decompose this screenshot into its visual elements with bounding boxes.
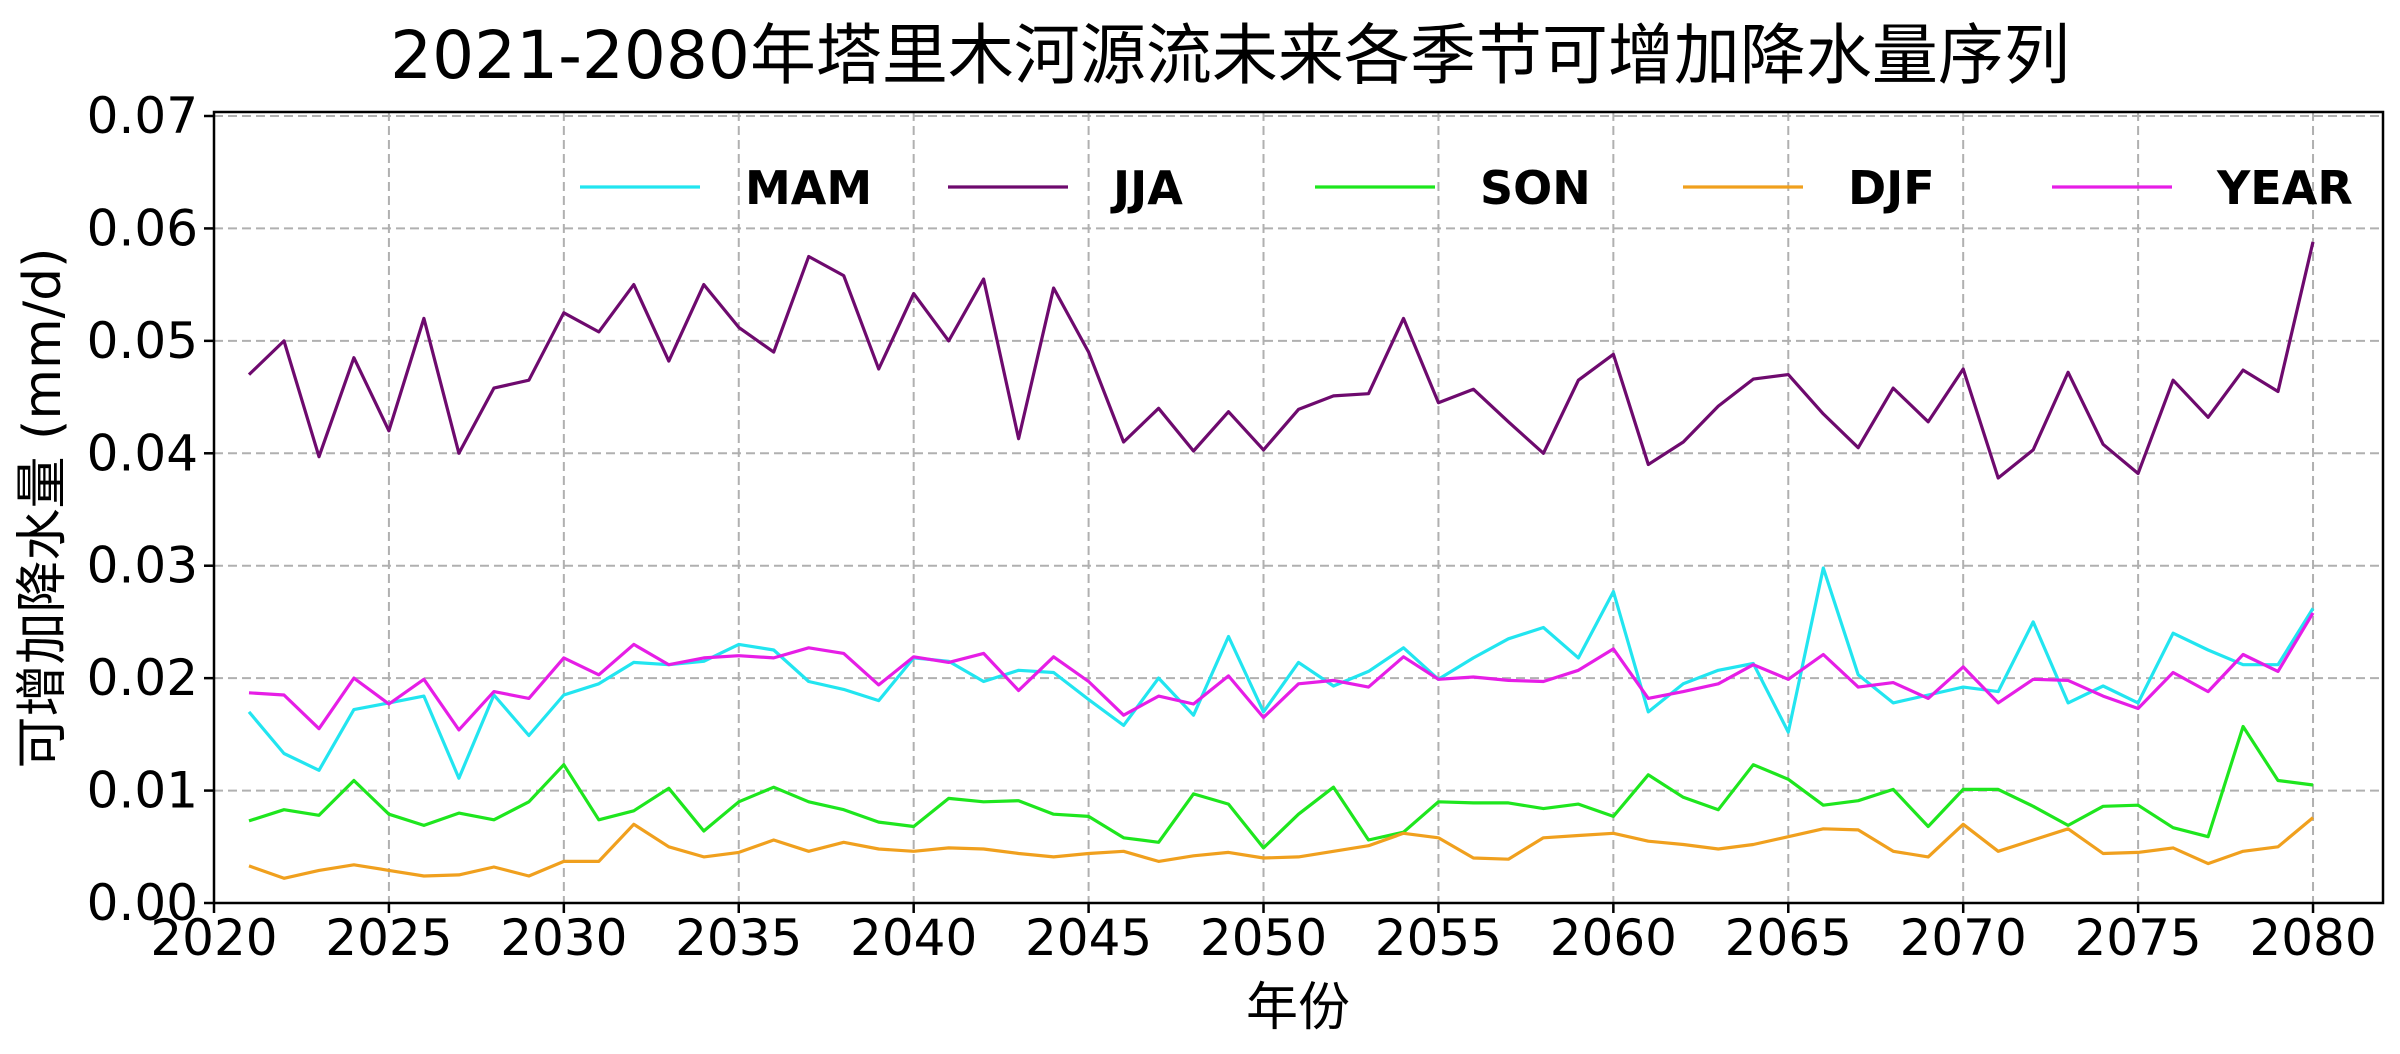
legend: MAM JJA SON DJF YEAR [580, 161, 2353, 215]
chart-title: 2021-2080年塔里木河源流未来各季节可增加降水量序列 [390, 17, 2070, 94]
series-line-son [248, 724, 2314, 850]
x-tick-label: 2075 [2074, 909, 2201, 967]
x-tick-label: 2030 [500, 909, 627, 967]
x-tick-label: 2045 [1025, 909, 1152, 967]
y-tick-label: 0.03 [87, 537, 198, 595]
y-tick-label: 0.07 [87, 87, 198, 145]
series-lines [247, 241, 2315, 880]
x-tick-label: 2035 [675, 909, 802, 967]
x-tick-label: 2065 [1725, 909, 1852, 967]
series-line-djf [248, 816, 2315, 880]
x-tick-label: 2080 [2249, 909, 2376, 967]
x-axis-ticks: 2020 2025 2030 2035 2040 2045 2050 2055 2060 2065… [150, 903, 2377, 967]
x-tick-label: 2050 [1200, 909, 1327, 967]
x-tick-label: 2055 [1375, 909, 1502, 967]
legend-label-year: YEAR [2216, 161, 2353, 215]
y-tick-label: 0.01 [87, 762, 198, 820]
y-tick-label: 0.00 [87, 874, 198, 932]
x-tick-label: 2040 [850, 909, 977, 967]
series-line-year [248, 612, 2315, 732]
x-tick-label: 2025 [325, 909, 452, 967]
y-tick-label: 0.04 [87, 424, 198, 482]
x-tick-label: 2070 [1900, 909, 2027, 967]
y-axis-ticks: 0.00 0.01 0.02 0.03 0.04 0.05 0.06 0.07 [87, 87, 214, 932]
x-tick-label: 2020 [150, 909, 277, 967]
plot-frame [212, 110, 2385, 905]
series-line-mam [247, 566, 2315, 780]
y-tick-label: 0.06 [87, 199, 198, 257]
legend-label-mam: MAM [745, 161, 872, 215]
grid [213, 112, 2383, 904]
legend-label-djf: DJF [1848, 161, 1935, 215]
x-tick-label: 2060 [1550, 909, 1677, 967]
x-axis-label: 年份 [1246, 978, 1350, 1038]
series-line-jja [247, 241, 2315, 480]
legend-label-son: SON [1480, 161, 1591, 215]
y-tick-label: 0.05 [87, 312, 198, 370]
y-tick-label: 0.02 [87, 649, 198, 707]
y-axis-label: 可增加降水量 (mm/d) [13, 248, 73, 769]
legend-label-jja: JJA [1110, 161, 1183, 215]
